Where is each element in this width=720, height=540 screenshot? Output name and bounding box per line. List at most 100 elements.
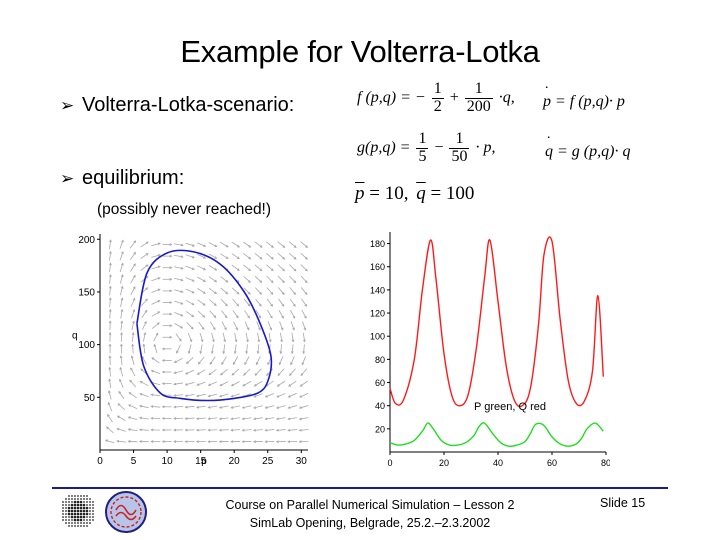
logo-dot bbox=[71, 525, 73, 527]
field-arrow-icon bbox=[161, 347, 172, 351]
logo-dot bbox=[65, 498, 67, 500]
field-arrow-icon bbox=[289, 287, 296, 296]
field-arrow-icon bbox=[173, 382, 184, 386]
field-arrow-icon bbox=[266, 252, 274, 260]
field-arrow-icon bbox=[119, 343, 123, 354]
field-arrow-icon bbox=[173, 405, 184, 409]
field-arrow-icon bbox=[211, 332, 215, 343]
logo-dot bbox=[74, 522, 76, 524]
field-arrow-icon bbox=[289, 368, 296, 377]
logo-dot bbox=[73, 506, 77, 510]
field-arrow-icon bbox=[109, 239, 112, 250]
field-arrow-icon bbox=[119, 274, 124, 284]
logo-dot bbox=[89, 519, 91, 521]
logo-dot bbox=[79, 509, 83, 513]
y-tick-label: 50 bbox=[84, 393, 96, 404]
logo-dot bbox=[70, 503, 74, 507]
field-arrow-icon bbox=[266, 287, 274, 295]
field-arrow-icon bbox=[233, 321, 238, 331]
direction-field bbox=[104, 239, 309, 444]
f-tail: ·q, bbox=[498, 88, 515, 106]
field-arrow-icon bbox=[185, 265, 195, 271]
logo-dot bbox=[74, 495, 76, 497]
y-tick-label: 200 bbox=[78, 235, 95, 246]
logo-dot bbox=[86, 519, 88, 521]
field-arrow-icon bbox=[195, 440, 206, 444]
x-tick-label: 10 bbox=[162, 456, 174, 467]
field-arrow-icon bbox=[130, 367, 136, 377]
logo-dot bbox=[92, 519, 94, 521]
field-arrow-icon bbox=[264, 428, 275, 432]
field-arrow-icon bbox=[107, 401, 113, 412]
slide-title: Example for Volterra-Lotka bbox=[180, 34, 540, 69]
field-arrow-icon bbox=[253, 428, 263, 432]
field-arrow-icon bbox=[301, 309, 307, 319]
logo-dot bbox=[68, 504, 70, 506]
field-arrow-icon bbox=[120, 320, 124, 331]
equilibrium-note: (possibly never reached!) bbox=[97, 201, 272, 218]
field-arrow-icon bbox=[289, 275, 297, 284]
field-arrow-icon bbox=[298, 417, 309, 421]
logo-dot bbox=[67, 509, 71, 513]
logo-dot bbox=[76, 506, 80, 510]
logo-dot bbox=[79, 500, 83, 504]
y-tick-label: 150 bbox=[78, 287, 95, 298]
field-arrow-icon bbox=[221, 356, 227, 365]
field-arrow-icon bbox=[218, 428, 229, 432]
field-arrow-icon bbox=[207, 440, 218, 444]
f-frac-2-den: 200 bbox=[466, 97, 491, 115]
field-arrow-icon bbox=[277, 241, 286, 248]
f-lhs: f (p,q) = − bbox=[357, 88, 426, 106]
field-arrow-icon bbox=[208, 287, 217, 295]
field-arrow-icon bbox=[219, 393, 229, 398]
field-arrow-icon bbox=[175, 333, 182, 342]
field-arrow-icon bbox=[230, 417, 241, 421]
slide-number: Slide 15 bbox=[600, 496, 646, 510]
field-arrow-icon bbox=[243, 276, 251, 283]
field-arrow-icon bbox=[120, 297, 124, 307]
field-arrow-icon bbox=[254, 368, 262, 376]
field-arrow-icon bbox=[151, 265, 161, 270]
field-arrow-icon bbox=[108, 320, 112, 331]
field-arrow-icon bbox=[174, 323, 184, 329]
field-arrow-icon bbox=[220, 299, 228, 307]
field-arrow-icon bbox=[162, 289, 173, 293]
logo-dot bbox=[73, 503, 77, 507]
field-arrow-icon bbox=[104, 439, 115, 444]
logo-dot bbox=[82, 515, 86, 519]
field-arrow-icon bbox=[108, 331, 112, 342]
field-arrow-icon bbox=[138, 428, 149, 432]
field-arrow-icon bbox=[116, 427, 126, 432]
field-arrow-icon bbox=[243, 287, 251, 295]
field-arrow-icon bbox=[277, 264, 286, 272]
field-arrow-icon bbox=[220, 253, 229, 259]
field-arrow-icon bbox=[243, 298, 251, 307]
field-arrow-icon bbox=[119, 251, 124, 261]
field-arrow-icon bbox=[184, 394, 195, 398]
pbar-value: = 10, bbox=[369, 183, 409, 204]
field-arrow-icon bbox=[131, 343, 135, 354]
series-line-p bbox=[389, 422, 604, 447]
field-arrow-icon bbox=[173, 428, 184, 432]
x-axis-label: p bbox=[201, 456, 207, 467]
field-arrow-icon bbox=[218, 440, 229, 444]
field-arrow-icon bbox=[256, 321, 261, 331]
field-arrow-icon bbox=[257, 332, 261, 343]
field-arrow-icon bbox=[153, 343, 158, 354]
logo-dot bbox=[86, 522, 88, 524]
g-frac-2-num: 1 bbox=[449, 130, 470, 149]
field-arrow-icon bbox=[185, 277, 195, 282]
g-frac-2-den: 50 bbox=[451, 147, 468, 165]
field-arrow-icon bbox=[253, 380, 263, 387]
x-tick-label: 25 bbox=[262, 456, 274, 467]
field-arrow-icon bbox=[161, 440, 172, 443]
field-arrow-icon bbox=[197, 288, 206, 294]
field-arrow-icon bbox=[162, 324, 173, 328]
field-arrow-icon bbox=[241, 417, 252, 421]
field-arrow-icon bbox=[300, 252, 308, 260]
logo-dot bbox=[77, 525, 79, 527]
field-arrow-icon bbox=[264, 393, 275, 398]
logo-dot bbox=[71, 495, 73, 497]
field-arrow-icon bbox=[300, 287, 308, 296]
